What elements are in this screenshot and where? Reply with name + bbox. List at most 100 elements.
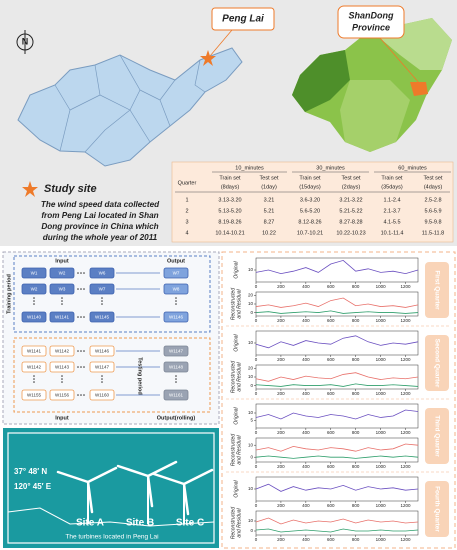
- x-tick-label: 1200: [401, 537, 412, 542]
- quarter-tab: [425, 481, 449, 537]
- series-line: [255, 455, 419, 459]
- x-tick-label: 0: [255, 391, 258, 396]
- ellipsis-dot: [80, 316, 82, 318]
- x-tick-label: 200: [277, 503, 285, 508]
- x-tick-label: 800: [352, 464, 360, 469]
- y-axis-label: Original: [233, 406, 239, 424]
- city-box: [211, 7, 275, 31]
- y-axis-label: and Residual: [236, 362, 242, 392]
- window-box: [49, 283, 75, 295]
- table-cell: 5.6-5.9: [424, 208, 441, 214]
- window-label: W1142: [55, 349, 69, 354]
- window-box: [89, 267, 115, 279]
- ellipsis-dot: [33, 303, 35, 305]
- window-label: W1145: [95, 315, 109, 320]
- china-region: [292, 50, 350, 112]
- window-box: [89, 345, 115, 357]
- x-tick-label: 0: [255, 318, 258, 323]
- ellipsis-dot: [175, 303, 177, 305]
- window-label: W1140: [27, 315, 41, 320]
- x-tick-label: 1000: [376, 464, 387, 469]
- series-line: [255, 483, 419, 492]
- x-tick-label: 200: [277, 464, 285, 469]
- window-label: W1161: [169, 393, 183, 398]
- x-tick-label: 400: [302, 318, 310, 323]
- table-cell: 3.13-3.20: [218, 197, 241, 203]
- ellipsis-dot: [61, 378, 63, 380]
- x-tick-label: 1000: [376, 503, 387, 508]
- turbine-blade: [86, 480, 94, 514]
- ellipsis-dot: [175, 297, 177, 299]
- table-cell: 3.21-3.22: [339, 197, 362, 203]
- quarter-label: Third Quarter: [433, 415, 440, 457]
- y-tick-label: 10: [248, 267, 254, 272]
- window-box: [163, 345, 189, 357]
- table-cell: 5.6-5.20: [300, 208, 320, 214]
- ellipsis-dot: [61, 297, 63, 299]
- ellipsis-dot: [83, 288, 85, 290]
- table-cell: 11.5-11.8: [422, 230, 444, 236]
- quarter-tab: [425, 335, 449, 391]
- latitude: 37° 48′ N: [14, 467, 47, 476]
- x-tick-label: 600: [327, 503, 335, 508]
- window-label: W1156: [55, 393, 69, 398]
- window-label: W1147: [169, 349, 183, 354]
- window-box: [49, 389, 75, 401]
- x-tick-label: 200: [277, 284, 285, 289]
- table-background: [171, 161, 454, 243]
- ellipsis-dot: [83, 272, 85, 274]
- ellipsis-dot: [77, 288, 79, 290]
- input-label: Input: [55, 415, 69, 421]
- site-label: Site B: [126, 518, 154, 529]
- y-axis-label: and Residual: [236, 289, 242, 319]
- x-tick-label: 600: [327, 357, 335, 362]
- results-panel: [221, 251, 456, 549]
- ellipsis-dot: [101, 378, 103, 380]
- x-tick-label: 1200: [401, 284, 412, 289]
- table-header: (15days): [299, 184, 321, 190]
- window-box: [49, 267, 75, 279]
- ellipsis-dot: [175, 378, 177, 380]
- leader-line: [209, 29, 233, 57]
- series-line: [255, 335, 419, 349]
- x-tick-label: 800: [352, 318, 360, 323]
- y-axis-label: and Residual: [236, 435, 242, 465]
- ellipsis-dot: [80, 350, 82, 352]
- ellipsis-dot: [80, 272, 82, 274]
- y-axis-label: Original: [233, 479, 239, 497]
- x-tick-label: 600: [327, 284, 335, 289]
- y-axis-label: Reconstructed: [230, 434, 236, 466]
- turbine-blade: [182, 468, 214, 486]
- window-label: W1141: [27, 349, 41, 354]
- window-box: [21, 267, 47, 279]
- ellipsis-dot: [77, 350, 79, 352]
- x-tick-label: 1000: [376, 357, 387, 362]
- legend-label: Study site: [44, 183, 97, 195]
- province-label: ShanDong: [349, 10, 394, 20]
- turbine-blade: [146, 460, 178, 478]
- ellipsis-dot: [175, 375, 177, 377]
- table-cell: 2: [185, 208, 188, 214]
- x-tick-label: 600: [327, 464, 335, 469]
- ellipsis-dot: [77, 272, 79, 274]
- window-label: W1155: [27, 393, 41, 398]
- output-label: Output(rolling): [157, 415, 196, 421]
- window-box: [49, 361, 75, 373]
- window-label: W1148: [169, 365, 183, 370]
- shandong-highlight: [410, 82, 428, 96]
- ellipsis-dot: [101, 381, 103, 383]
- ellipsis-dot: [61, 381, 63, 383]
- x-tick-label: 1000: [376, 318, 387, 323]
- ellipsis-dot: [61, 303, 63, 305]
- series-line: [255, 409, 419, 420]
- description-line: Dong province in China which: [41, 222, 158, 231]
- x-tick-label: 1200: [401, 357, 412, 362]
- y-tick-label: 10: [248, 518, 254, 523]
- ellipsis-dot: [101, 303, 103, 305]
- ellipsis-dot: [77, 316, 79, 318]
- x-tick-label: 0: [255, 357, 258, 362]
- y-tick-label: 0: [250, 383, 253, 388]
- x-tick-label: 400: [302, 284, 310, 289]
- table-cell: 8.27: [264, 219, 275, 225]
- y-tick-label: 20: [248, 293, 254, 298]
